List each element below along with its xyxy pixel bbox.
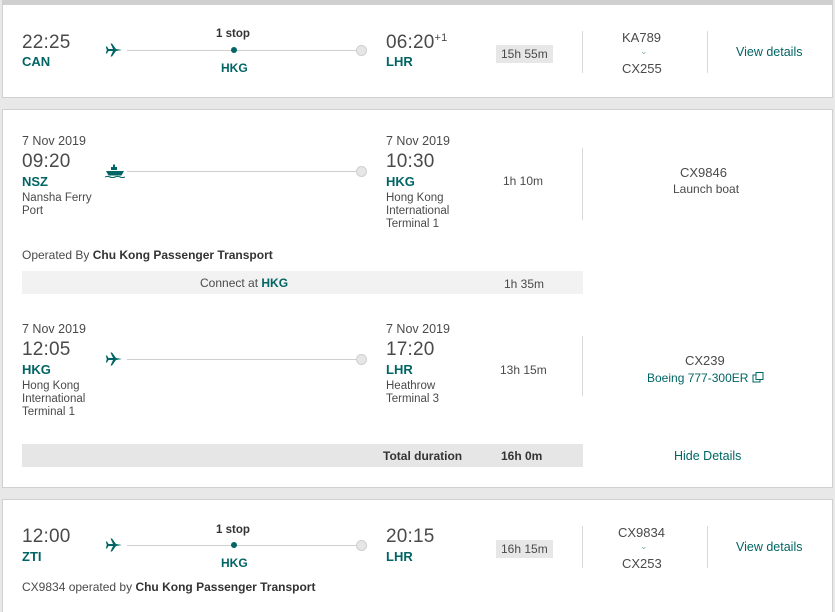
- segment2-arrival-place: Heathrow Terminal 3: [386, 380, 440, 405]
- divider: [582, 526, 583, 568]
- flight-card-1[interactable]: 22:25 CAN 1 stop HKG 06:20+1 LHR 15h 55m…: [2, 4, 833, 98]
- divider: [582, 148, 583, 220]
- stop-airport-code: HKG: [221, 61, 248, 75]
- flight-number-bottom: CX255: [622, 61, 662, 76]
- segment2-arrival-time: 17:20: [386, 339, 435, 360]
- segment1-arrival-date: 7 Nov 2019: [386, 134, 450, 148]
- departure-time: 22:25: [22, 32, 71, 53]
- departure-time: 12:00: [22, 526, 71, 547]
- connect-airport-code: HKG: [261, 276, 289, 290]
- departure-airport-code: ZTI: [22, 549, 42, 564]
- view-details-link[interactable]: View details: [736, 45, 803, 59]
- segment1-arrival-time: 10:30: [386, 151, 435, 172]
- segment2-flight-number: CX239: [685, 353, 725, 368]
- arrival-time: 20:15: [386, 526, 435, 547]
- segment2-duration: 13h 15m: [500, 363, 547, 377]
- flight-number-bottom: CX253: [622, 556, 662, 571]
- total-duration-band: [22, 444, 583, 467]
- stops-count: 1 stop: [216, 28, 250, 40]
- stop-airport-code: HKG: [221, 556, 248, 570]
- hide-details-link[interactable]: Hide Details: [674, 449, 742, 463]
- connection-band: [22, 271, 583, 294]
- divider: [707, 526, 708, 568]
- segment1-arrival-place: Hong Kong International Terminal 1: [386, 192, 450, 230]
- stops-count: 1 stop: [216, 524, 250, 536]
- plane-icon: [105, 43, 122, 57]
- plane-icon: [105, 538, 122, 552]
- duration-badge: 15h 55m: [496, 45, 553, 63]
- total-duration-label: Total duration: [383, 449, 463, 463]
- segment2-arrival-date: 7 Nov 2019: [386, 322, 450, 336]
- operated-by-text: CX9834 operated by Chu Kong Passenger Tr…: [22, 580, 315, 594]
- flight-card-2-expanded: 7 Nov 2019 09:20 NSZ Nansha Ferry Port 7…: [2, 109, 833, 488]
- arrival-time-value: 06:20: [386, 32, 435, 53]
- arrival-time: 06:20+1: [386, 32, 448, 54]
- route-end-circle: [356, 166, 367, 177]
- ferry-icon: [105, 164, 125, 178]
- total-duration-value: 16h 0m: [501, 449, 543, 463]
- chevron-down-icon: ⌄: [640, 541, 648, 551]
- operated-by-prefix: Operated By: [22, 248, 90, 262]
- aircraft-type: Boeing 777-300ER: [647, 371, 749, 385]
- segment1-departure-code: NSZ: [22, 174, 48, 189]
- segment1-arrival-code: HKG: [386, 174, 415, 189]
- segment1-flight-number: CX9846: [680, 165, 727, 180]
- segment2-departure-code: HKG: [22, 362, 51, 377]
- segment2-departure-date: 7 Nov 2019: [22, 322, 86, 336]
- top-edge: [2, 0, 833, 4]
- flight-number-top: KA789: [622, 30, 662, 45]
- route-line: [127, 171, 361, 172]
- route-line: [127, 50, 361, 51]
- view-details-link[interactable]: View details: [736, 540, 803, 554]
- arrival-airport-code: LHR: [386, 54, 413, 69]
- plane-icon: [105, 352, 122, 366]
- segment1-departure-place: Nansha Ferry Port: [22, 192, 92, 217]
- divider: [707, 31, 708, 73]
- segment2-departure-time: 12:05: [22, 339, 71, 360]
- operator-name: Chu Kong Passenger Transport: [135, 580, 316, 594]
- segment2-arrival-code: LHR: [386, 362, 413, 377]
- segment1-vehicle-type: Launch boat: [673, 182, 740, 196]
- duration-badge: 16h 15m: [496, 540, 553, 558]
- connect-at-prefix: Connect at: [200, 276, 259, 290]
- segment1-duration: 1h 10m: [503, 174, 544, 188]
- stop-dot: [231, 47, 237, 53]
- divider: [582, 336, 583, 396]
- flight-number-top: CX9834: [618, 525, 665, 540]
- operator-name: Chu Kong Passenger Transport: [92, 248, 273, 262]
- route-end-circle: [356, 45, 367, 56]
- connect-at-text: Connect at HKG: [200, 276, 288, 290]
- segment1-departure-date: 7 Nov 2019: [22, 134, 86, 148]
- stop-dot: [231, 542, 237, 548]
- next-day-indicator: +1: [434, 32, 448, 44]
- segment2-departure-place: Hong Kong International Terminal 1: [22, 380, 86, 418]
- connection-duration: 1h 35m: [504, 277, 545, 291]
- segment1-departure-time: 09:20: [22, 151, 71, 172]
- route-end-circle: [356, 354, 367, 365]
- flight-card-3[interactable]: 12:00 ZTI 1 stop HKG 20:15 LHR 16h 15m C…: [2, 499, 833, 612]
- external-link-icon: [752, 372, 764, 383]
- route-line: [127, 545, 361, 546]
- operated-by-text: Operated By Chu Kong Passenger Transport: [22, 248, 273, 262]
- divider: [582, 31, 583, 73]
- operated-flight-prefix: CX9834 operated by: [22, 580, 133, 594]
- route-line: [127, 359, 361, 360]
- chevron-down-icon: ⌄: [640, 46, 648, 56]
- arrival-airport-code: LHR: [386, 549, 413, 564]
- departure-airport-code: CAN: [22, 54, 51, 69]
- route-end-circle: [356, 540, 367, 551]
- aircraft-link[interactable]: Boeing 777-300ER: [647, 371, 764, 385]
